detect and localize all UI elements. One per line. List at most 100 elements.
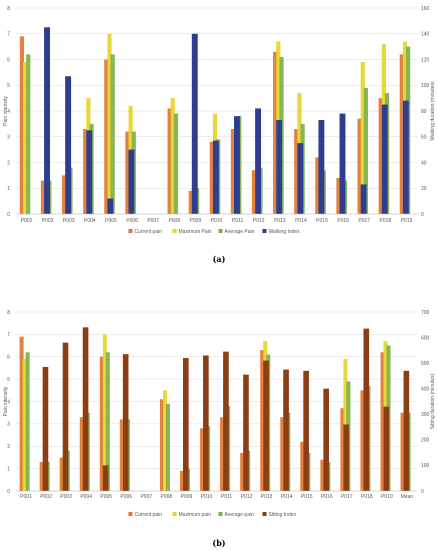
chart2-xtick-label: P013 bbox=[261, 494, 273, 500]
chart2-legend-label: Sitting Index bbox=[269, 512, 297, 518]
chart1-current-pain-bar bbox=[19, 36, 25, 215]
chart1-y2tick-label: 80 bbox=[421, 109, 427, 115]
chart1-xtick-label: P012 bbox=[253, 218, 265, 224]
chart2-ytick-label: 0 bbox=[7, 489, 10, 495]
chart1-ytick-label: 4 bbox=[7, 109, 10, 115]
chart2-y2tick-label: 500 bbox=[421, 361, 430, 367]
chart2-avg-pain-bar bbox=[25, 352, 30, 491]
chart2-ytick-label: 7 bbox=[7, 332, 10, 338]
chart1-ytick-label: 6 bbox=[7, 57, 10, 63]
chart1-y2tick-label: 20 bbox=[421, 186, 427, 192]
chart2-legend-swatch bbox=[262, 512, 267, 516]
chart1-max-pain-bar bbox=[22, 62, 28, 215]
chart2-y2tick-label: 0 bbox=[421, 489, 424, 495]
chart1-max-pain-bar bbox=[107, 33, 112, 214]
chart1-ytick-label: 3 bbox=[7, 135, 10, 141]
chart1-xtick-label: P002 bbox=[42, 218, 54, 224]
chart2-xtick-label: P010 bbox=[201, 494, 213, 500]
chart1-index-bar bbox=[318, 120, 325, 214]
chart1-current-pain-bar bbox=[336, 177, 341, 214]
chart1-y2tick-label: 40 bbox=[421, 160, 427, 166]
chart2-xtick-label: P007 bbox=[140, 494, 152, 500]
chart2-xtick-label: P002 bbox=[40, 494, 52, 500]
chart1-y2label: Walking duration (minutes) bbox=[430, 81, 436, 141]
chart2-y2tick-label: 200 bbox=[421, 438, 430, 444]
chart2-xtick-label: P017 bbox=[341, 494, 353, 500]
chart1-y2tick-label: 140 bbox=[421, 32, 430, 38]
chart1-current-pain-bar bbox=[167, 108, 172, 214]
chart1-index-bar bbox=[86, 130, 93, 214]
chart1-legend-label: Maximum Pain bbox=[179, 229, 212, 235]
chart1-xtick-label: P006 bbox=[126, 218, 138, 224]
chart1-y2tick-label: 0 bbox=[421, 212, 424, 218]
chart1-ylabel: Pain intensity bbox=[3, 96, 9, 126]
chart2-index-bar bbox=[283, 369, 289, 491]
chart1-xtick-label: P016 bbox=[337, 218, 349, 224]
chart1-index-bar bbox=[360, 184, 367, 214]
chart1-y2tick-label: 60 bbox=[421, 135, 427, 141]
chart2-legend-label: Maximum pain bbox=[179, 512, 212, 518]
chart1-xtick-label: P011 bbox=[232, 218, 244, 224]
chart1-legend-label: Average Pain bbox=[225, 229, 255, 235]
chart1-xtick-label: P005 bbox=[105, 218, 117, 224]
chart1-index-bar bbox=[65, 76, 72, 214]
chart1-xtick-label: P017 bbox=[358, 218, 370, 224]
chart1-current-pain-bar bbox=[62, 175, 67, 214]
chart1-index-bar bbox=[255, 108, 262, 214]
chart2-xtick-label: P001 bbox=[20, 494, 32, 500]
chart2-index-bar bbox=[42, 366, 49, 491]
chart2-index-bar bbox=[122, 354, 129, 491]
chart1-index-bar bbox=[402, 100, 409, 214]
chart2-xtick-label: P018 bbox=[361, 494, 373, 500]
chart2-index-bar bbox=[102, 465, 109, 491]
chart2-index-bar bbox=[243, 374, 249, 491]
chart1-current-pain-bar bbox=[188, 190, 193, 214]
chart2-max-pain-bar bbox=[162, 390, 167, 491]
chart1-xtick-label: P019 bbox=[401, 218, 413, 224]
chart2-index-bar bbox=[203, 355, 209, 491]
chart1-current-pain-bar bbox=[273, 51, 278, 215]
chart2-index-bar bbox=[343, 424, 350, 491]
chart1-current-pain-bar bbox=[209, 141, 214, 214]
chart1-current-pain-bar bbox=[315, 157, 320, 214]
chart1-caption: (a) bbox=[213, 254, 226, 264]
chart1-ytick-label: 7 bbox=[7, 32, 10, 38]
chart1-ytick-label: 0 bbox=[7, 212, 10, 218]
chart1-avg-pain-bar bbox=[110, 54, 115, 214]
chart2-ytick-label: 4 bbox=[7, 399, 10, 405]
chart1-current-pain-bar bbox=[125, 131, 130, 214]
chart2-xtick-label: P009 bbox=[181, 494, 193, 500]
chart2-ytick-label: 6 bbox=[7, 355, 10, 361]
chart1-index-bar bbox=[191, 33, 198, 214]
chart2-xtick-label: P014 bbox=[281, 494, 293, 500]
chart2-xtick-label: Mean bbox=[401, 494, 414, 500]
chart1-xtick-label: P008 bbox=[168, 218, 180, 224]
chart2-current-pain-bar bbox=[240, 452, 245, 491]
chart2-ytick-label: 1 bbox=[7, 466, 10, 472]
chart2-current-pain-bar bbox=[119, 419, 124, 491]
chart2-xtick-label: P012 bbox=[241, 494, 253, 500]
chart2-current-pain-bar bbox=[340, 408, 345, 491]
chart1-xtick-label: P009 bbox=[190, 218, 202, 224]
chart1-index-bar bbox=[381, 104, 388, 214]
chart2-index-bar bbox=[303, 370, 309, 491]
chart1-xtick-label: P013 bbox=[274, 218, 286, 224]
chart2-xtick-label: P015 bbox=[301, 494, 313, 500]
chart2-xtick-label: P016 bbox=[321, 494, 333, 500]
chart1-y2tick-label: 160 bbox=[421, 6, 430, 12]
chart2-xtick-label: P005 bbox=[100, 494, 112, 500]
chart1-index-bar bbox=[212, 140, 219, 214]
chart2-current-pain-bar bbox=[79, 417, 84, 491]
chart1-xtick-label: P007 bbox=[147, 218, 159, 224]
chart1-xtick-label: P015 bbox=[316, 218, 328, 224]
chart1-index-bar bbox=[128, 149, 135, 214]
chart1-index-bar bbox=[234, 116, 240, 214]
chart1-y2tick-label: 120 bbox=[421, 57, 430, 63]
chart1-ytick-label: 2 bbox=[7, 160, 10, 166]
chart2-current-pain-bar bbox=[19, 336, 24, 491]
chart2-index-bar bbox=[263, 360, 269, 491]
chart2-current-pain-bar bbox=[280, 417, 285, 491]
chart2-ytick-label: 5 bbox=[7, 377, 10, 383]
chart1-xtick-label: P018 bbox=[379, 218, 391, 224]
